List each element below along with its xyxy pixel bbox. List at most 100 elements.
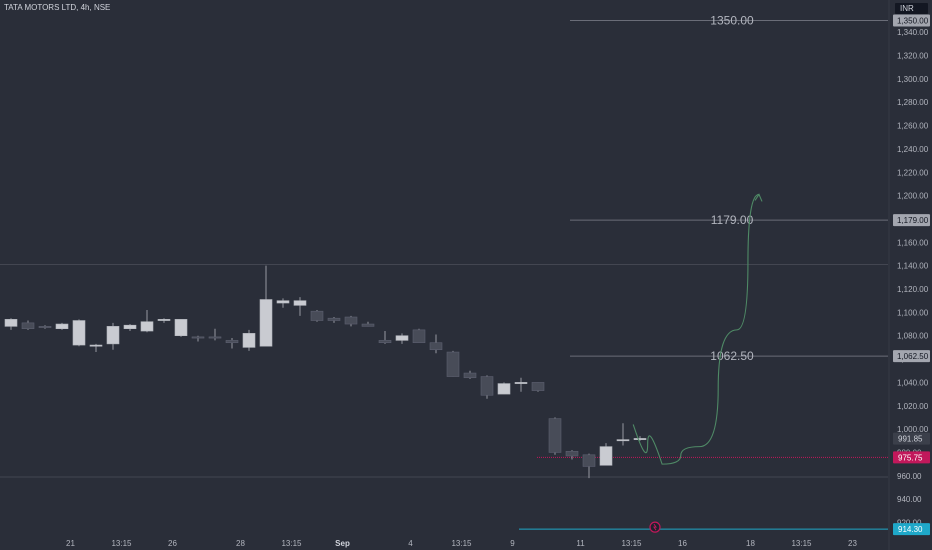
- current-price-label: 975.75: [898, 453, 923, 462]
- candle: [55, 322, 69, 330]
- candle: [293, 297, 307, 316]
- y-tick-label: 1,100.00: [897, 308, 929, 317]
- x-tick-label: 28: [236, 539, 245, 548]
- candle: [327, 317, 341, 323]
- candle-body-up: [123, 324, 137, 330]
- y-tick-label: 1,140.00: [897, 262, 929, 271]
- candle-body-up: [89, 344, 103, 347]
- level-badge-label: 1,350.00: [897, 17, 929, 26]
- x-tick-label: 13:15: [281, 539, 302, 548]
- x-tick-label: Sep: [335, 539, 350, 548]
- candle-body-up: [616, 439, 630, 442]
- currency-badge[interactable]: INR: [895, 3, 928, 14]
- projection-arrowhead: [754, 193, 763, 202]
- y-tick-label: 1,020.00: [897, 402, 929, 411]
- candle: [225, 338, 239, 349]
- y-tick-label: 1,260.00: [897, 122, 929, 131]
- level-badge: [893, 350, 930, 363]
- level-label: 1350.00: [710, 14, 754, 28]
- candle: [259, 265, 273, 347]
- candle-body-down: [327, 317, 341, 321]
- y-tick-label: 920.00: [897, 519, 922, 528]
- candle-body-up: [259, 299, 273, 347]
- candle: [514, 377, 528, 392]
- blue-line-badge: 914.30: [893, 523, 930, 536]
- currency-badge-bg: [895, 3, 928, 14]
- candle-body-down: [344, 316, 358, 325]
- candle: [480, 375, 494, 399]
- x-tick-label: 23: [848, 539, 857, 548]
- candle: [446, 350, 460, 377]
- blue-line-label: 914.30: [898, 525, 923, 534]
- candle-body-down: [463, 372, 477, 379]
- candle: [582, 453, 596, 479]
- candle-body-up: [106, 326, 120, 345]
- candle: [38, 325, 52, 329]
- current-price-badge: 975.75: [893, 451, 930, 464]
- candle-body-down: [480, 376, 494, 396]
- x-tick-label: 13:15: [621, 539, 642, 548]
- candles: [4, 265, 647, 479]
- candle-body-down: [565, 450, 579, 457]
- candle-body-down: [361, 323, 375, 327]
- time-axis[interactable]: 21 13:15 26 28 13:15 Sep 4 13:15 9 11 13:15 16 18 13:…: [66, 539, 857, 548]
- level-badge: [893, 14, 930, 27]
- blue-line-badge-bg: [893, 523, 930, 536]
- candle-body-up: [72, 320, 86, 346]
- y-tick-label: 1,300.00: [897, 75, 929, 84]
- candle-body-down: [310, 310, 324, 321]
- x-tick-label: 4: [408, 539, 413, 548]
- candle: [21, 320, 35, 330]
- level-label: 1179.00: [711, 213, 754, 227]
- y-tick-label: 1,320.00: [897, 52, 929, 61]
- price-levels[interactable]: 1350.00 1,350.00 1179.00 1,179.00 1062.50 1,0…: [570, 14, 930, 536]
- candle-body-down: [378, 340, 392, 344]
- level-badge-label: 1,062.50: [897, 352, 929, 361]
- chart-title: TATA MOTORS LTD, 4h, NSE: [4, 3, 110, 12]
- candle-body-up: [242, 333, 256, 348]
- y-tick-label: 1,280.00: [897, 98, 929, 107]
- candle: [429, 334, 443, 354]
- alert-pin-icon[interactable]: [649, 521, 661, 533]
- candle-body-up: [633, 438, 647, 440]
- y-tick-label: 1,000.00: [897, 425, 929, 434]
- candle: [140, 310, 154, 333]
- candle: [378, 331, 392, 344]
- candle: [616, 423, 630, 446]
- candle-body-up: [599, 446, 613, 466]
- x-tick-label: 13:15: [451, 539, 472, 548]
- candle-body-up: [276, 300, 290, 304]
- reference-lines: [0, 263, 888, 533]
- candle: [361, 321, 375, 327]
- level-1350[interactable]: 1350.00 1,350.00: [570, 14, 930, 28]
- x-tick-label: 13:15: [111, 539, 132, 548]
- candle: [174, 319, 188, 337]
- y-tick-label: 1,040.00: [897, 378, 929, 387]
- x-tick-label: 16: [678, 539, 687, 548]
- projection-arrow[interactable]: [632, 193, 763, 465]
- y-tick-label: 940.00: [897, 495, 922, 504]
- candle: [344, 315, 358, 327]
- candle: [123, 324, 137, 332]
- candle: [395, 333, 409, 344]
- candle-body-down: [191, 336, 205, 339]
- y-tick-label: 1,080.00: [897, 332, 929, 341]
- candle-body-up: [497, 383, 511, 395]
- candle: [310, 310, 324, 322]
- candle: [106, 322, 120, 350]
- candle-body-up: [4, 319, 18, 327]
- candle-body-down: [225, 340, 239, 344]
- y-tick-label: 1,340.00: [897, 28, 929, 37]
- candle-body-down: [446, 351, 460, 377]
- y-tick-label: 1,220.00: [897, 168, 929, 177]
- level-1179[interactable]: 1179.00 1,179.00: [570, 213, 930, 227]
- candle: [497, 382, 511, 395]
- projection-curve: [632, 193, 760, 465]
- x-tick-label: 9: [510, 539, 515, 548]
- candle-body-down: [208, 336, 222, 339]
- candle-body-down: [582, 454, 596, 467]
- candle: [633, 436, 647, 441]
- y-tick-label: 1,160.00: [897, 238, 929, 247]
